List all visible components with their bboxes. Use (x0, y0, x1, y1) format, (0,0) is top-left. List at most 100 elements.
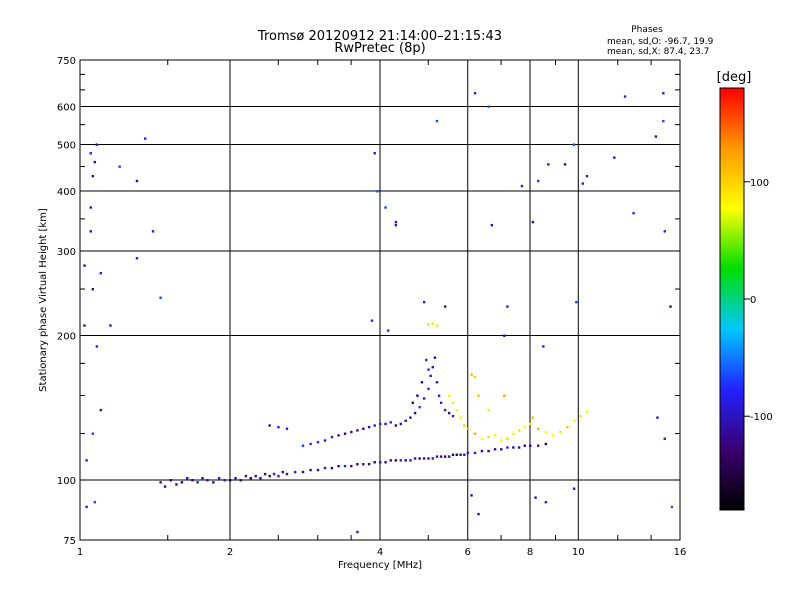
colorbar-tick-label: 0 (750, 295, 756, 306)
data-point (487, 435, 490, 439)
data-point (579, 414, 582, 418)
data-point (350, 464, 353, 468)
data-point (669, 305, 672, 308)
data-point (506, 446, 509, 449)
data-point (566, 425, 569, 429)
data-point (370, 319, 374, 322)
data-point (431, 365, 434, 369)
data-point (229, 479, 232, 482)
y-tick-label: 750 (57, 56, 76, 67)
data-point (544, 430, 548, 434)
data-point (356, 530, 359, 534)
data-point (389, 421, 392, 424)
y-axis-ticks: 75 100 200 300 400 500 600 750 (57, 56, 76, 547)
data-point (399, 422, 403, 426)
data-point (439, 455, 443, 458)
data-point (517, 446, 521, 449)
data-point (529, 422, 532, 426)
data-point (239, 479, 242, 482)
data-point (413, 411, 417, 415)
x-tick-label: 16 (674, 547, 687, 558)
data-point (99, 408, 103, 412)
data-point (330, 466, 334, 470)
colorbar-tick-label: -100 (750, 412, 773, 423)
x-tick-label: 10 (572, 547, 585, 558)
x-tick-label: 4 (377, 547, 383, 558)
data-point (135, 257, 139, 260)
data-point (542, 345, 545, 348)
colorbar-ticks: -100 0 100 (744, 178, 773, 423)
data-point (85, 459, 88, 462)
data-point (520, 184, 524, 188)
data-point (466, 451, 470, 455)
data-point (523, 425, 526, 429)
data-point (91, 288, 95, 291)
data-point (487, 105, 490, 108)
data-point (455, 453, 459, 456)
data-point (373, 152, 376, 155)
data-point (212, 481, 215, 484)
chart-title: Tromsø 20120912 21:14:00–21:15:43 (257, 29, 502, 44)
data-point (281, 470, 284, 474)
data-point (500, 439, 503, 442)
data-point (443, 408, 447, 412)
y-tick-label: 100 (57, 476, 76, 487)
data-point (418, 457, 421, 460)
data-point (323, 466, 327, 470)
data-point (89, 206, 92, 209)
data-point (433, 356, 437, 359)
data-point (343, 432, 347, 435)
data-point (272, 472, 276, 476)
data-point (473, 451, 477, 455)
data-point (367, 462, 371, 466)
data-point (301, 470, 305, 474)
data-point (89, 152, 92, 155)
x-tick-label: 2 (227, 547, 233, 558)
data-point (427, 457, 430, 460)
data-point (480, 449, 484, 453)
data-point (89, 230, 92, 233)
data-point (384, 422, 387, 426)
y-tick-label: 200 (57, 332, 76, 343)
data-point (585, 174, 589, 178)
data-point (503, 334, 506, 337)
data-point (420, 381, 424, 384)
data-point (547, 163, 550, 166)
data-point (244, 474, 248, 478)
data-point (493, 448, 497, 451)
data-point (470, 494, 473, 497)
data-point (487, 449, 490, 453)
data-point (163, 485, 167, 488)
data-point (544, 442, 548, 446)
data-point (337, 464, 340, 468)
data-point (559, 430, 562, 434)
data-point (656, 416, 659, 419)
data-point (411, 401, 414, 404)
data-point (259, 476, 262, 480)
data-point (356, 429, 359, 432)
data-point (301, 444, 305, 447)
data-point (437, 394, 441, 397)
data-point (572, 143, 576, 146)
data-point (613, 156, 616, 159)
data-point (662, 119, 665, 123)
data-point (83, 324, 86, 327)
data-point (477, 512, 480, 516)
data-point (632, 212, 635, 215)
data-point (572, 419, 576, 422)
data-point (309, 442, 312, 446)
data-point (662, 92, 665, 95)
data-point (480, 437, 484, 440)
data-point (404, 459, 407, 462)
data-point (427, 387, 430, 391)
data-point (473, 92, 477, 95)
data-point (394, 459, 398, 462)
data-point (487, 408, 490, 412)
data-point (343, 464, 347, 468)
data-point (431, 457, 434, 460)
y-tick-label: 500 (57, 141, 76, 152)
data-point (373, 461, 376, 464)
data-point (459, 416, 462, 419)
data-point (399, 459, 403, 462)
stats-line-x: mean, sd,X: 87.4, 23.7 (607, 47, 709, 57)
